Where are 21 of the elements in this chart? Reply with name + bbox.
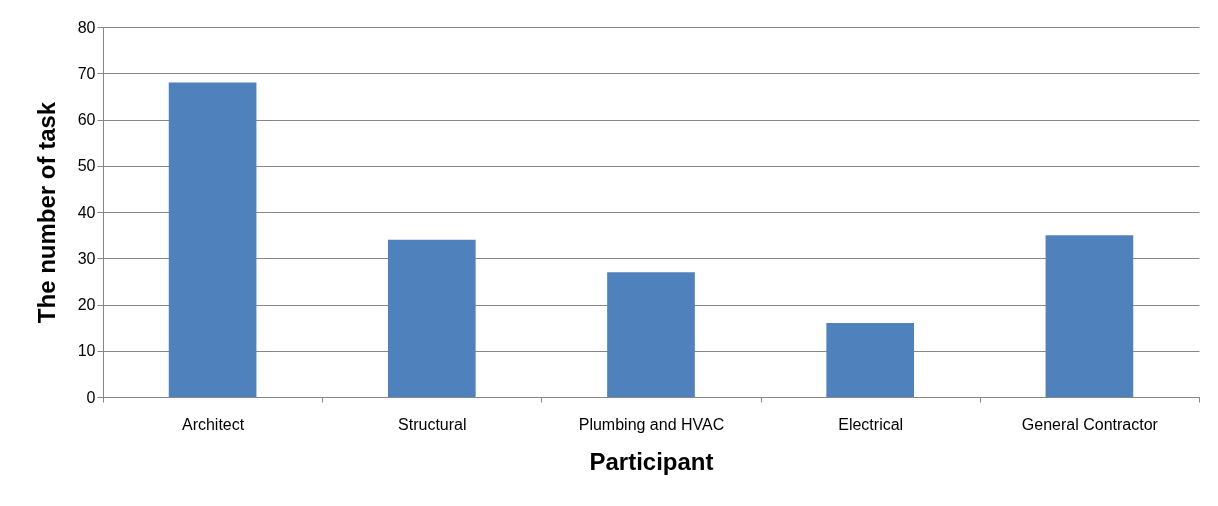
- x-axis-title: Participant: [589, 447, 714, 475]
- y-tick-label: 10: [77, 342, 96, 360]
- y-tick-label: 30: [77, 249, 96, 267]
- bar: [826, 323, 915, 397]
- x-tick-label: Architect: [181, 415, 245, 433]
- y-tick-label: 50: [77, 157, 96, 175]
- y-tick-label: 60: [77, 111, 96, 128]
- y-tick-label: 70: [77, 64, 96, 82]
- y-tick-label: 80: [77, 18, 96, 36]
- bar: [1045, 235, 1134, 397]
- bar: [387, 239, 476, 397]
- x-tick-label: Structural: [398, 415, 467, 433]
- y-tick-label: 40: [77, 203, 96, 221]
- bar: [607, 272, 695, 397]
- y-axis-title: The number of task: [32, 101, 60, 324]
- x-tick-label: Plumbing and HVAC: [578, 415, 725, 433]
- x-tick-label: Electrical: [838, 415, 904, 433]
- y-tick-label: 20: [77, 296, 96, 313]
- bar: [168, 82, 257, 397]
- x-tick-label: General Contractor: [1021, 415, 1159, 433]
- y-tick-label: 0: [86, 388, 96, 406]
